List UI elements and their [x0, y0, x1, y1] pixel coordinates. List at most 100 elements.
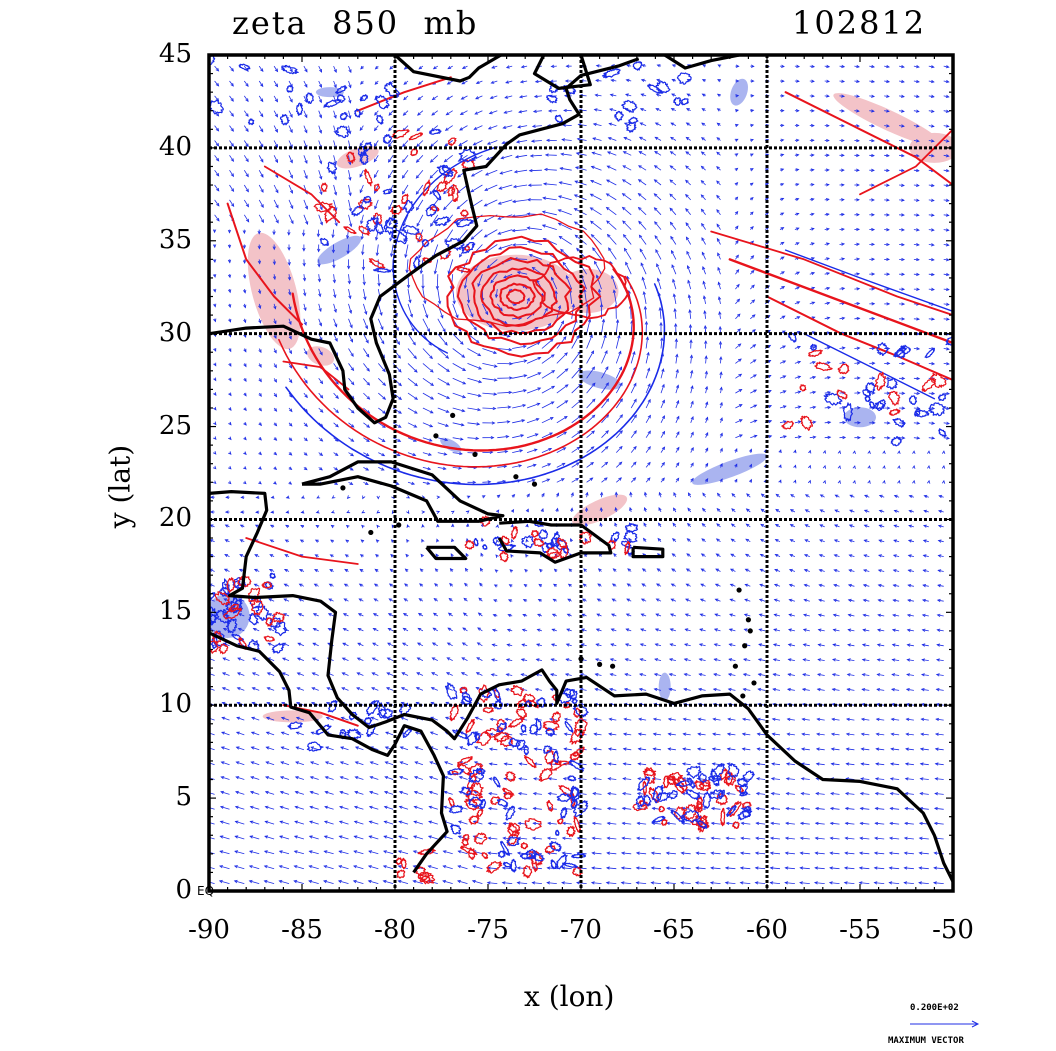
wind-vector-head — [817, 673, 821, 677]
wind-vector — [467, 363, 482, 370]
wind-vector-head — [814, 821, 819, 826]
wind-vector-head — [415, 687, 420, 691]
wind-vector — [816, 763, 825, 766]
wind-vector-head — [676, 415, 680, 420]
wind-vector — [601, 319, 605, 334]
wind-vector-head — [543, 167, 548, 172]
wind-vector — [593, 793, 602, 795]
wind-vector-head — [619, 398, 623, 403]
wind-vector-head — [251, 701, 256, 706]
wind-vector-head — [465, 552, 469, 557]
wind-vector-head — [780, 227, 785, 231]
wind-vector — [368, 880, 379, 884]
wind-vector-head — [356, 687, 360, 691]
wind-vector-head — [904, 792, 909, 796]
wind-vector-head — [590, 446, 595, 450]
wind-vector-head — [860, 777, 864, 781]
wind-vector-head — [389, 237, 393, 242]
wind-vector-head — [565, 658, 570, 662]
wind-vector — [740, 867, 751, 870]
wind-vector — [452, 333, 464, 345]
wind-vector — [653, 763, 662, 766]
wind-vector-head — [253, 583, 258, 587]
wind-vector-head — [716, 180, 720, 185]
wind-vector-head — [521, 628, 526, 632]
wind-vector-head — [889, 806, 894, 811]
wind-vector-head — [803, 598, 808, 602]
wind-vector — [258, 184, 264, 193]
wind-vector — [472, 865, 483, 870]
wind-vector — [800, 852, 810, 855]
wind-vector-head — [643, 305, 648, 310]
wind-vector-head — [531, 881, 536, 885]
wind-vector-head — [785, 821, 789, 826]
wind-vector-head — [517, 792, 522, 796]
wind-vector-head — [758, 598, 763, 602]
wind-vector — [735, 284, 740, 290]
wind-vector — [788, 658, 795, 661]
wind-vector-head — [265, 716, 270, 720]
wind-vector-head — [714, 583, 719, 587]
wind-vector-head — [348, 192, 352, 197]
wind-vector — [645, 430, 651, 438]
wind-vector-head — [597, 288, 602, 293]
wind-vector-head — [934, 777, 939, 781]
wind-vector-head — [782, 360, 787, 364]
wind-vector-head — [892, 554, 897, 558]
wind-vector-head — [555, 507, 559, 512]
wind-vector-head — [446, 642, 451, 646]
wind-vector — [786, 807, 795, 810]
wind-vector — [893, 584, 900, 587]
wind-vector-head — [431, 657, 436, 661]
wind-vector-head — [638, 220, 642, 225]
wind-vector-head — [416, 642, 421, 646]
wind-vector — [500, 169, 513, 174]
wind-vector — [787, 688, 795, 691]
wind-vector-head — [826, 286, 831, 291]
wind-vector-head — [281, 702, 286, 706]
wind-vector-head — [551, 628, 556, 632]
wind-vector-head — [701, 222, 705, 227]
wind-vector-head — [742, 687, 747, 692]
cyclone-core-shading — [558, 268, 619, 313]
wind-vector — [638, 207, 647, 216]
wind-vector-head — [430, 382, 435, 387]
wind-vector-head — [461, 408, 466, 413]
wind-vector — [892, 614, 900, 617]
wind-vector — [457, 229, 468, 242]
wind-vector-head — [242, 260, 247, 265]
wind-vector — [355, 761, 364, 766]
wind-vector — [532, 852, 542, 855]
wind-vector-head — [615, 319, 620, 323]
wind-vector-head — [637, 747, 642, 751]
wind-vector — [684, 658, 691, 661]
wind-vector — [935, 778, 944, 780]
wind-vector — [785, 837, 795, 840]
wind-vector-head — [412, 850, 417, 854]
wind-vector-head — [936, 628, 941, 632]
wind-vector-head — [817, 658, 822, 662]
wind-vector — [310, 791, 319, 795]
wind-vector-head — [654, 643, 659, 647]
wind-vector-head — [669, 193, 674, 198]
wind-vector-head — [485, 157, 490, 161]
wind-vector-head — [916, 287, 921, 291]
wind-vector — [586, 430, 595, 439]
wind-vector-head — [750, 255, 755, 259]
wind-vector-head — [418, 254, 422, 259]
wind-vector-head — [526, 493, 530, 498]
wind-vector-head — [390, 553, 394, 558]
wind-vector-head — [780, 241, 785, 246]
wind-vector — [756, 822, 766, 825]
wind-vector-head — [780, 212, 785, 216]
wind-vector-head — [861, 673, 866, 677]
wind-vector-head — [936, 643, 941, 647]
wind-vector — [512, 419, 525, 424]
wind-vector-head — [688, 323, 693, 328]
wind-vector-head — [446, 368, 450, 373]
wind-vector-head — [650, 881, 655, 885]
wind-vector — [690, 432, 694, 438]
wind-vector — [294, 835, 305, 840]
wind-vector — [636, 837, 647, 840]
wind-vector-head — [260, 219, 264, 224]
